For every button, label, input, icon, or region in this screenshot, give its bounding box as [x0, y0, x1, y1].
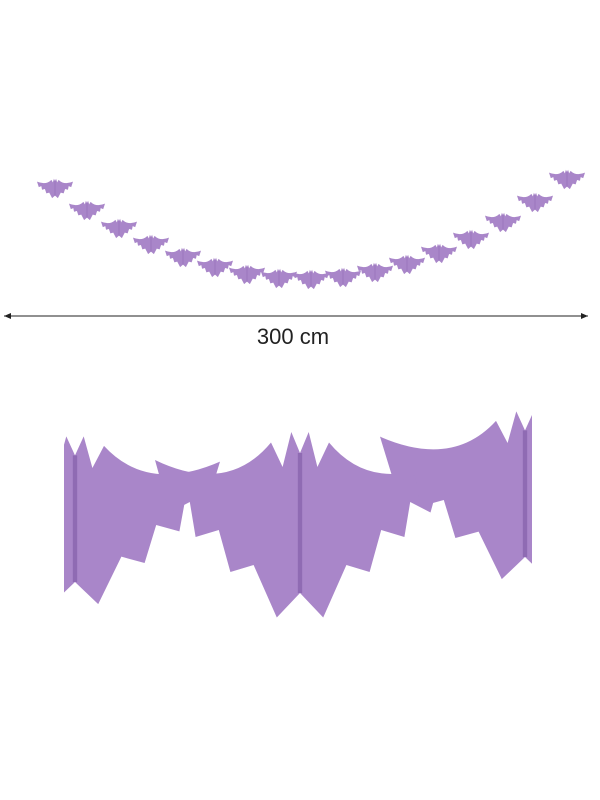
dimension-label: 300 cm [257, 324, 329, 349]
dimension-arrow [4, 313, 588, 319]
